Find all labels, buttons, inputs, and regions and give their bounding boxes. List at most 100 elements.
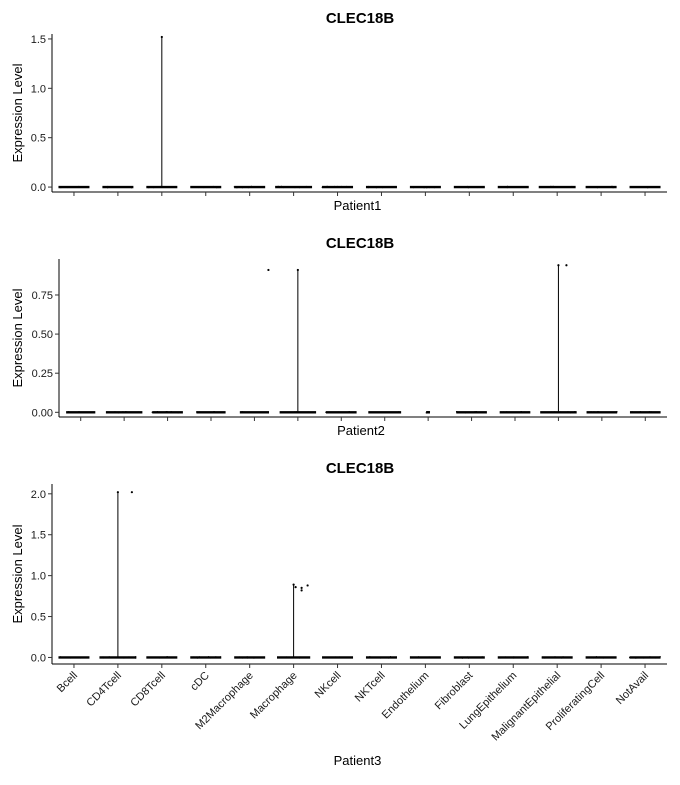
data-point: [467, 657, 470, 659]
data-point: [149, 186, 152, 188]
data-point: [134, 657, 137, 659]
data-point: [571, 185, 573, 188]
data-point: [169, 186, 171, 188]
data-point: [657, 411, 659, 414]
data-point: [80, 411, 83, 414]
data-point: [118, 186, 121, 188]
data-point: [426, 656, 428, 659]
data-point: [389, 656, 392, 658]
data-point: [551, 411, 553, 413]
data-point: [587, 411, 589, 414]
data-point: [338, 411, 340, 414]
data-point: [70, 657, 72, 659]
data-point: [433, 186, 435, 189]
data-point: [563, 656, 566, 659]
data-point: [454, 186, 457, 188]
data-point: [247, 186, 250, 189]
data-point: [522, 185, 525, 188]
violin-body: [322, 656, 354, 659]
data-point: [430, 656, 432, 659]
data-point: [107, 411, 109, 413]
data-point: [326, 185, 328, 188]
violin-body: [58, 656, 90, 659]
data-point: [560, 657, 563, 659]
data-point: [240, 186, 242, 188]
data-point: [574, 411, 576, 413]
data-point: [474, 185, 476, 188]
data-point: [428, 656, 430, 658]
data-point: [249, 656, 251, 659]
data-point: [340, 185, 343, 188]
data-point: [504, 656, 507, 658]
data-point: [125, 411, 128, 413]
data-point: [467, 186, 469, 189]
y-tick-label: 2.0: [31, 489, 46, 501]
data-point: [503, 656, 505, 658]
data-point: [85, 657, 88, 659]
data-point: [454, 657, 457, 659]
violin-body: [497, 185, 529, 189]
violin-body: [586, 411, 618, 414]
data-point: [335, 656, 337, 658]
data-point: [330, 186, 332, 188]
data-point: [236, 186, 238, 189]
data-point: [207, 656, 210, 658]
data-point: [528, 412, 531, 414]
data-point: [246, 657, 249, 659]
data-point: [432, 656, 435, 659]
data-point: [650, 411, 652, 413]
data-point: [643, 657, 645, 659]
data-point: [370, 411, 373, 413]
data-point: [59, 656, 62, 658]
data-point: [61, 186, 63, 188]
data-point: [589, 657, 591, 659]
data-point: [193, 656, 195, 658]
y-tick-label: 0.00: [32, 407, 53, 419]
data-point: [505, 411, 508, 413]
data-point: [80, 657, 82, 659]
outlier-point: [300, 589, 303, 592]
data-point: [298, 186, 301, 189]
data-point: [595, 656, 598, 658]
data-point: [399, 411, 401, 414]
data-point: [149, 656, 151, 658]
data-point: [254, 412, 256, 414]
data-point: [162, 656, 165, 659]
data-point: [541, 656, 544, 659]
data-point: [324, 657, 326, 659]
data-point: [169, 411, 171, 414]
data-point: [428, 412, 430, 414]
data-point: [420, 656, 423, 658]
data-point: [203, 186, 205, 188]
data-point: [122, 186, 124, 188]
data-point: [466, 656, 469, 658]
data-point: [631, 411, 634, 414]
data-point: [83, 411, 85, 413]
x-tick-label: NotAvail: [614, 670, 651, 707]
data-point: [506, 186, 508, 189]
data-point: [304, 656, 307, 659]
data-point: [164, 411, 167, 414]
data-point: [297, 657, 300, 659]
data-point: [243, 411, 245, 413]
data-point: [199, 411, 201, 413]
data-point: [236, 657, 238, 659]
data-point: [343, 656, 345, 659]
data-point: [591, 656, 594, 659]
data-point: [295, 412, 298, 414]
data-point: [241, 186, 244, 189]
data-point: [545, 656, 547, 658]
data-point: [137, 411, 140, 413]
data-point: [637, 186, 639, 188]
data-point: [159, 185, 161, 188]
data-point: [218, 186, 220, 189]
data-point: [466, 185, 469, 188]
violin-body: [146, 656, 178, 659]
data-point: [103, 657, 105, 659]
data-point: [562, 656, 564, 658]
data-point: [106, 186, 108, 189]
data-point: [367, 185, 370, 188]
data-point: [379, 656, 382, 658]
data-point: [483, 186, 485, 188]
data-point: [296, 268, 299, 272]
